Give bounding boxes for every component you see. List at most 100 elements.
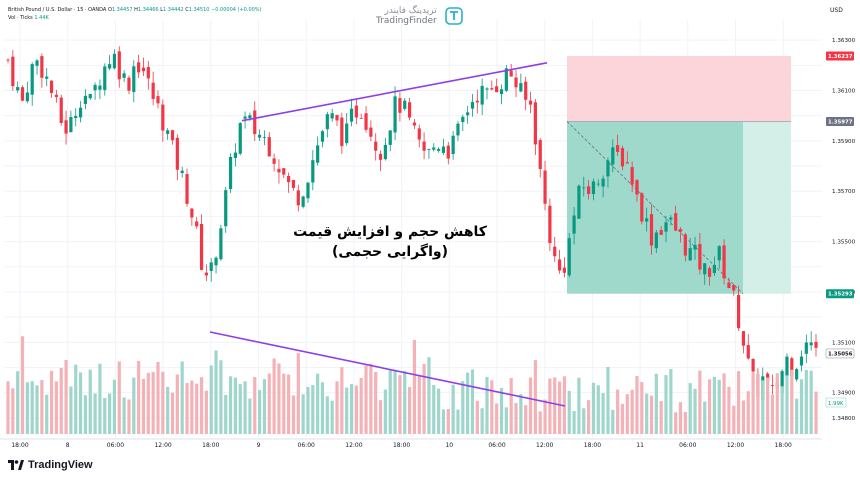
candle-body bbox=[470, 102, 475, 109]
candle-body bbox=[204, 272, 208, 276]
volume-bar bbox=[751, 372, 755, 434]
candle-body bbox=[485, 88, 489, 90]
volume-bar bbox=[601, 393, 605, 434]
candle-body bbox=[108, 64, 112, 69]
candle-body bbox=[117, 51, 121, 80]
volume-bar bbox=[166, 386, 170, 434]
volume-bar bbox=[185, 383, 189, 434]
candle-body bbox=[403, 100, 407, 109]
candle-body bbox=[93, 84, 97, 91]
candle-body bbox=[562, 267, 567, 273]
candle-body bbox=[175, 137, 179, 170]
candle-body bbox=[287, 175, 291, 183]
tradingview-footer[interactable]: TradingView bbox=[8, 459, 93, 471]
candle-body bbox=[146, 67, 150, 79]
candle-body bbox=[732, 285, 736, 291]
candle-body bbox=[514, 77, 518, 88]
candle-body bbox=[40, 56, 44, 78]
candle-body bbox=[359, 118, 363, 119]
candle-body bbox=[427, 149, 431, 150]
candle-body bbox=[311, 160, 315, 183]
volume-bar bbox=[591, 382, 596, 434]
volume-bar bbox=[669, 369, 673, 434]
candle-body bbox=[620, 148, 625, 167]
candle-body bbox=[799, 356, 804, 366]
volume-bar bbox=[514, 402, 518, 434]
time-tick-label: 10 bbox=[445, 442, 453, 449]
candle-body bbox=[707, 268, 712, 277]
tradingfinder-logo-icon bbox=[444, 7, 463, 25]
volume-bar bbox=[374, 371, 378, 434]
candle-body bbox=[325, 114, 329, 130]
price-tag-text-target: 1.35293 bbox=[828, 292, 853, 298]
volume-bar bbox=[799, 379, 804, 434]
volume-bar bbox=[364, 365, 368, 434]
candle-body bbox=[316, 145, 320, 163]
price-tag-text-last: 1.35056 bbox=[828, 351, 853, 357]
candle-body bbox=[185, 174, 189, 204]
watermark-name-en: TradingFinder bbox=[376, 16, 437, 26]
candle-body bbox=[616, 145, 620, 152]
candle-body bbox=[712, 264, 716, 274]
close-label: C bbox=[185, 7, 189, 13]
candle-body bbox=[456, 123, 460, 136]
candle-body bbox=[64, 120, 68, 134]
volume-bar bbox=[543, 399, 547, 434]
volume-bar bbox=[306, 387, 310, 434]
candle-body bbox=[601, 178, 605, 187]
volume-bar bbox=[741, 400, 746, 434]
volume-bar bbox=[209, 365, 213, 434]
volume-bar bbox=[611, 409, 615, 434]
candle-body bbox=[141, 67, 146, 72]
volume-bar bbox=[785, 375, 789, 434]
candle-body bbox=[722, 245, 726, 279]
volume-bar bbox=[359, 377, 363, 434]
candle-body bbox=[98, 85, 102, 90]
volume-bar bbox=[470, 369, 475, 434]
currency-label: USD bbox=[830, 7, 843, 14]
time-tick-label: 18:00 bbox=[11, 442, 28, 449]
volume-bar bbox=[272, 358, 276, 434]
candle-body bbox=[306, 182, 310, 199]
candle-body bbox=[103, 66, 107, 91]
volume-trendline bbox=[209, 331, 566, 407]
volume-bar bbox=[504, 407, 508, 434]
candle-body bbox=[533, 102, 537, 145]
candle-body bbox=[432, 147, 436, 150]
volume-bar bbox=[378, 400, 383, 434]
volume-bar bbox=[398, 375, 402, 434]
volume-bar bbox=[538, 411, 542, 434]
candle-body bbox=[35, 60, 39, 66]
candle-body bbox=[504, 68, 508, 91]
time-tick-label: 12:00 bbox=[154, 442, 171, 449]
candle-body bbox=[417, 128, 421, 140]
volume-bar bbox=[683, 411, 687, 434]
candle-body bbox=[132, 66, 136, 92]
volume-bar bbox=[195, 383, 199, 434]
candle-body bbox=[586, 186, 591, 195]
candle-body bbox=[441, 146, 446, 153]
volume-bar bbox=[557, 381, 562, 434]
volume-bar bbox=[441, 409, 446, 434]
candle-body bbox=[20, 87, 25, 101]
symbol-header: British Pound / U.S. Dollar · 15 · OANDA… bbox=[8, 7, 262, 13]
high-value: 1.34466 bbox=[137, 7, 159, 13]
volume-bar bbox=[141, 378, 146, 434]
high-label: H bbox=[134, 7, 138, 13]
candle-body bbox=[59, 97, 63, 123]
candle-body bbox=[49, 80, 54, 94]
candle-body bbox=[267, 137, 271, 157]
candle-body bbox=[78, 107, 83, 118]
time-tick-label: 9 bbox=[257, 442, 261, 449]
price-tag-text-stop: 1.36237 bbox=[828, 54, 853, 60]
volume-bar bbox=[480, 408, 484, 434]
volume-bar bbox=[267, 373, 271, 434]
time-tick-label: 18:00 bbox=[775, 442, 792, 449]
candle-body bbox=[770, 385, 775, 386]
candle-body bbox=[606, 160, 610, 177]
candle-body bbox=[480, 85, 484, 105]
volume-bar bbox=[475, 400, 479, 434]
candle-body bbox=[54, 94, 58, 97]
candle-body bbox=[669, 217, 673, 220]
